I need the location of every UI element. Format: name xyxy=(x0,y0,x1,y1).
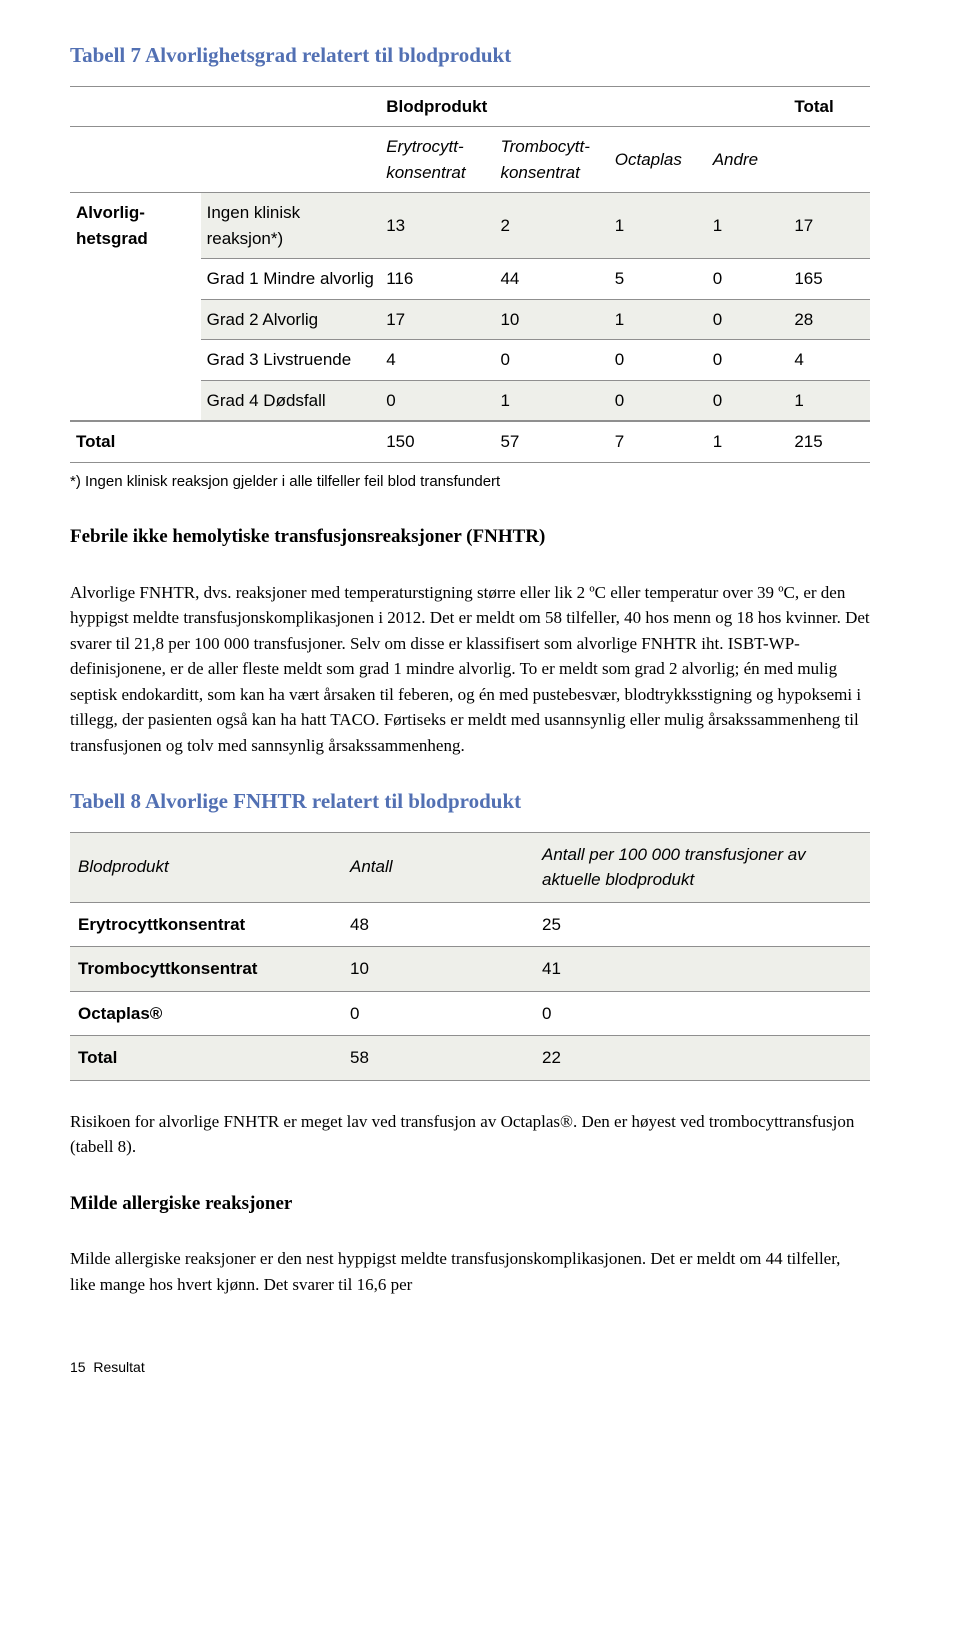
table7-cell: 0 xyxy=(707,380,789,421)
page-footer: 15 Resultat xyxy=(70,1357,870,1378)
table7-cell: 1 xyxy=(609,299,707,340)
table7-cell: 0 xyxy=(380,380,494,421)
table8-cell: 41 xyxy=(534,947,870,992)
table7-cell: 0 xyxy=(707,299,789,340)
table7-header-group: Blodprodukt xyxy=(380,86,788,127)
table7-row-label: Ingen klinisk reaksjon*) xyxy=(201,193,381,259)
table7-cell: 165 xyxy=(788,259,870,300)
section2-paragraph: Milde allergiske reaksjoner er den nest … xyxy=(70,1246,870,1297)
table7-total-cell: 215 xyxy=(788,421,870,462)
table7-cell: 17 xyxy=(380,299,494,340)
table7-row-label: Grad 1 Mindre alvorlig xyxy=(201,259,381,300)
table7-col-2: Octaplas xyxy=(609,127,707,193)
section2-heading: Milde allergiske reaksjoner xyxy=(70,1190,870,1219)
section1-heading: Febrile ikke hemolytiske transfusjonsrea… xyxy=(70,523,870,552)
table7-cell: 44 xyxy=(494,259,608,300)
table8-col-2: Antall per 100 000 transfusjoner av aktu… xyxy=(534,832,870,902)
table7-cell: 1 xyxy=(494,380,608,421)
table7: Blodprodukt Total Erytrocytt-konsentrat … xyxy=(70,86,870,463)
table8-cell: 0 xyxy=(342,991,534,1036)
table7-footnote: *) Ingen klinisk reaksjon gjelder i alle… xyxy=(70,471,870,494)
table7-cell: 1 xyxy=(788,380,870,421)
table7-cell: 10 xyxy=(494,299,608,340)
table8-cell: 25 xyxy=(534,902,870,947)
table7-col-1: Trombocytt-konsentrat xyxy=(494,127,608,193)
table8-row-label: Octaplas® xyxy=(70,991,342,1036)
table7-cell: 17 xyxy=(788,193,870,259)
table8-title: Tabell 8 Alvorlige FNHTR relatert til bl… xyxy=(70,786,870,818)
table7-cell: 28 xyxy=(788,299,870,340)
table8-cell: 0 xyxy=(534,991,870,1036)
table8-cell: 58 xyxy=(342,1036,534,1081)
table7-cell: 13 xyxy=(380,193,494,259)
table8-row-label: Total xyxy=(70,1036,342,1081)
table8-col-0: Blodprodukt xyxy=(70,832,342,902)
table7-cell: 2 xyxy=(494,193,608,259)
para2: Risikoen for alvorlige FNHTR er meget la… xyxy=(70,1109,870,1160)
table7-cell: 1 xyxy=(707,193,789,259)
table7-total-cell: 150 xyxy=(380,421,494,462)
table7-cell: 1 xyxy=(609,193,707,259)
table7-col-3: Andre xyxy=(707,127,789,193)
table8: Blodprodukt Antall Antall per 100 000 tr… xyxy=(70,832,870,1081)
table7-row-label: Grad 3 Livstruende xyxy=(201,340,381,381)
table7-cell: 116 xyxy=(380,259,494,300)
footer-section: Resultat xyxy=(93,1359,144,1375)
table7-row-label: Grad 4 Dødsfall xyxy=(201,380,381,421)
table7-total-cell: 1 xyxy=(707,421,789,462)
table7-header-total: Total xyxy=(788,86,870,127)
table7-cell: 0 xyxy=(494,340,608,381)
table8-cell: 48 xyxy=(342,902,534,947)
table7-rowhead: Alvorlig-hetsgrad xyxy=(70,193,201,422)
table7-cell: 0 xyxy=(609,380,707,421)
table7-cell: 0 xyxy=(707,259,789,300)
table8-row-label: Trombocyttkonsentrat xyxy=(70,947,342,992)
table7-total-cell: 7 xyxy=(609,421,707,462)
table8-cell: 22 xyxy=(534,1036,870,1081)
table7-title: Tabell 7 Alvorlighetsgrad relatert til b… xyxy=(70,40,870,72)
table7-cell: 0 xyxy=(707,340,789,381)
footer-page: 15 xyxy=(70,1359,86,1375)
table7-row-label: Grad 2 Alvorlig xyxy=(201,299,381,340)
table7-cell: 0 xyxy=(609,340,707,381)
table7-cell: 4 xyxy=(380,340,494,381)
table7-cell: 5 xyxy=(609,259,707,300)
table8-row-label: Erytrocyttkonsentrat xyxy=(70,902,342,947)
table7-cell: 4 xyxy=(788,340,870,381)
table7-col-0: Erytrocytt-konsentrat xyxy=(380,127,494,193)
table7-total-cell: 57 xyxy=(494,421,608,462)
table7-total-label: Total xyxy=(70,421,201,462)
table8-col-1: Antall xyxy=(342,832,534,902)
section1-paragraph: Alvorlige FNHTR, dvs. reaksjoner med tem… xyxy=(70,580,870,759)
table8-cell: 10 xyxy=(342,947,534,992)
